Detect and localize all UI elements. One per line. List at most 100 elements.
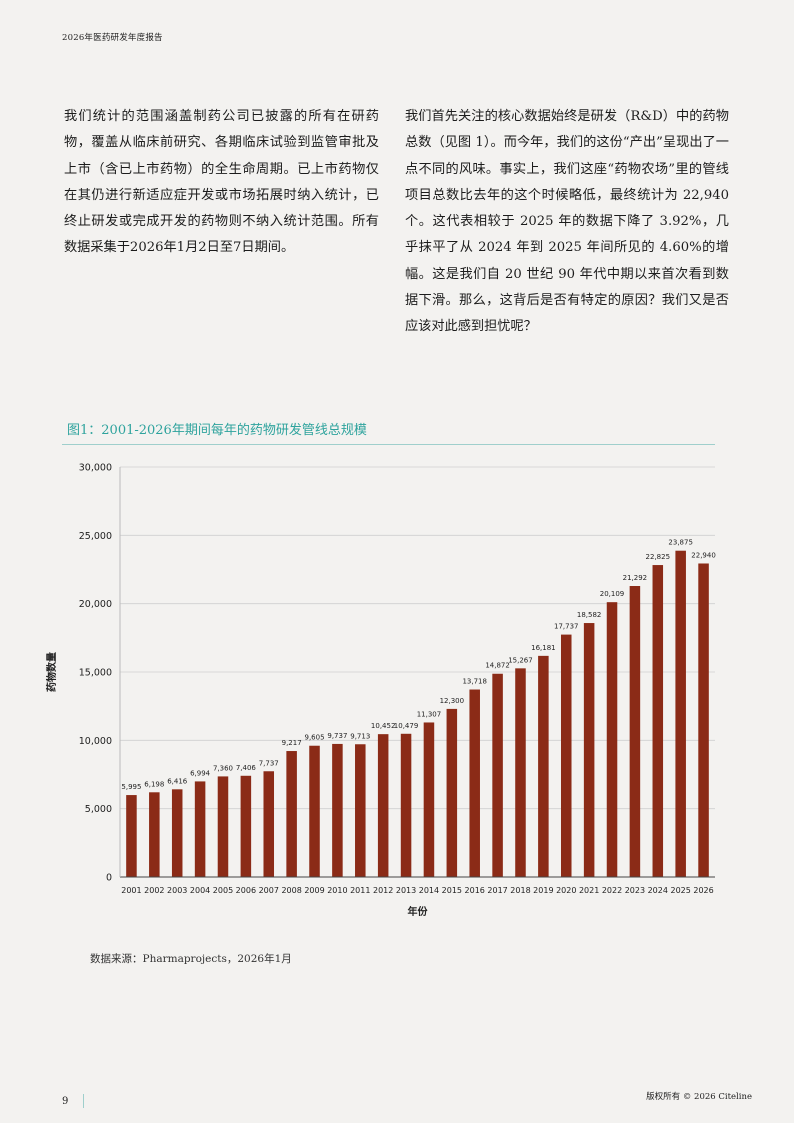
bar-2022: [606, 602, 618, 877]
x-tick-label-2001: 2001: [121, 886, 141, 895]
y-tick-label-20000: 20,000: [79, 599, 112, 610]
value-label-2014: 11,307: [417, 710, 442, 718]
value-label-2026: 22,940: [691, 551, 716, 559]
x-tick-label-2020: 2020: [556, 886, 576, 895]
value-label-2023: 21,292: [623, 574, 648, 582]
value-label-2016: 13,718: [462, 678, 487, 686]
value-label-2025: 23,875: [668, 539, 693, 547]
intro-paragraph-right: 我们首先关注的核心数据始终是研发（R&D）中的药物总数（见图 1）。而今年，我们…: [405, 109, 729, 335]
value-label-2010: 9,737: [327, 732, 347, 740]
value-label-2024: 22,825: [646, 553, 671, 561]
intro-paragraph-left: 我们统计的范围涵盖制药公司已披露的所有在研药物，覆盖从临床前研究、各期临床试验到…: [64, 109, 379, 256]
x-tick-label-2023: 2023: [625, 886, 645, 895]
x-tick-label-2014: 2014: [419, 886, 439, 895]
bar-2012: [377, 734, 389, 877]
y-tick-label-5000: 5,000: [85, 804, 112, 815]
x-tick-label-2011: 2011: [350, 886, 370, 895]
bar-2021: [583, 623, 595, 877]
value-label-2012: 10,452: [371, 722, 396, 730]
bar-2006: [240, 775, 252, 877]
bar-2002: [149, 792, 160, 877]
x-tick-label-2003: 2003: [167, 886, 187, 895]
value-label-2020: 17,737: [554, 623, 579, 631]
x-tick-label-2006: 2006: [236, 886, 256, 895]
value-label-2002: 6,198: [144, 780, 164, 788]
value-label-2008: 9,217: [282, 739, 302, 747]
bar-2013: [400, 733, 412, 877]
value-label-2021: 18,582: [577, 611, 602, 619]
x-tick-label-2010: 2010: [327, 886, 347, 895]
page-number: 9: [62, 1096, 69, 1107]
bar-2023: [629, 586, 641, 877]
x-tick-label-2004: 2004: [190, 886, 210, 895]
value-label-2007: 7,737: [259, 759, 279, 767]
x-tick-label-2007: 2007: [259, 886, 279, 895]
x-tick-label-2016: 2016: [465, 886, 485, 895]
value-label-2003: 6,416: [167, 777, 188, 785]
bar-2018: [515, 668, 526, 877]
bar-2020: [560, 634, 572, 877]
value-label-2005: 7,360: [213, 764, 233, 772]
x-tick-label-2009: 2009: [304, 886, 324, 895]
bar-2024: [652, 565, 664, 877]
bar-2010: [332, 743, 343, 877]
y-tick-label-15000: 15,000: [79, 668, 112, 679]
bar-2015: [446, 708, 458, 877]
chart-x-ticks: 2001 2002 2003 2004 2005 2006 2007 2008 2009 2010…: [121, 886, 713, 895]
bar-2019: [538, 655, 549, 877]
value-label-2015: 12,300: [440, 697, 465, 705]
report-header: 2026年医药研发年度报告: [62, 33, 163, 43]
y-tick-label-0: 0: [106, 873, 112, 884]
bar-2004: [194, 781, 206, 877]
figure-title: 图1：2001-2026年期间每年的药物研发管线总规模: [67, 423, 367, 438]
x-tick-label-2012: 2012: [373, 886, 393, 895]
value-label-2011: 9,713: [350, 732, 370, 740]
y-axis-label: 药物数量: [45, 652, 58, 692]
y-tick-label-30000: 30,000: [79, 463, 112, 474]
x-axis-label: 年份: [408, 905, 429, 918]
copyright-notice: 版权所有 © 2026 Citeline: [646, 1092, 752, 1102]
x-tick-label-2018: 2018: [510, 886, 530, 895]
bar-2009: [309, 745, 320, 877]
value-label-2019: 16,181: [531, 644, 556, 652]
bar-2007: [263, 771, 275, 877]
chart-gridlines: [120, 466, 715, 810]
bar-2025: [675, 550, 686, 877]
x-tick-label-2008: 2008: [281, 886, 301, 895]
value-label-2006: 7,406: [236, 764, 257, 772]
x-tick-label-2026: 2026: [693, 886, 713, 895]
bar-2014: [423, 722, 435, 877]
value-label-2017: 14,872: [485, 662, 510, 670]
chart-y-ticks: 0 5,000 10,000 15,000 20,000 25,000 30,000: [79, 463, 112, 884]
figure-source: 数据来源：Pharmaprojects，2026年1月: [90, 953, 292, 965]
figure-divider: [62, 444, 715, 445]
x-tick-label-2025: 2025: [670, 886, 690, 895]
value-label-2022: 20,109: [600, 590, 625, 598]
x-tick-label-2022: 2022: [602, 886, 622, 895]
bar-2016: [469, 689, 480, 877]
x-tick-label-2005: 2005: [213, 886, 233, 895]
x-tick-label-2015: 2015: [442, 886, 462, 895]
y-tick-label-10000: 10,000: [79, 736, 112, 747]
value-label-2009: 9,605: [304, 734, 324, 742]
bar-2005: [217, 776, 229, 877]
x-tick-label-2017: 2017: [487, 886, 507, 895]
y-tick-label-25000: 25,000: [79, 531, 112, 542]
bar-2017: [492, 673, 503, 877]
footer-divider: [83, 1094, 84, 1108]
value-label-2001: 5,995: [121, 783, 141, 791]
bar-2008: [286, 751, 297, 877]
x-tick-label-2002: 2002: [144, 886, 164, 895]
value-label-2013: 10,479: [394, 722, 419, 730]
bar-2011: [355, 744, 366, 877]
chart-bars: [126, 550, 709, 877]
bar-2026: [698, 563, 709, 877]
x-tick-label-2024: 2024: [648, 886, 668, 895]
bar-2003: [171, 789, 183, 877]
bar-2001: [126, 795, 137, 877]
value-label-2018: 15,267: [508, 656, 533, 664]
value-label-2004: 6,994: [190, 769, 211, 777]
x-tick-label-2019: 2019: [533, 886, 553, 895]
